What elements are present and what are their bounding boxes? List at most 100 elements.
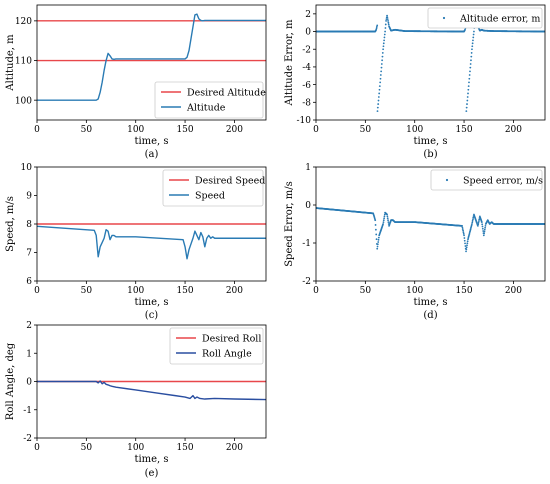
series-line-roll-angle <box>37 380 266 401</box>
plot-frame <box>315 4 546 121</box>
y-tick-label: -6 <box>302 81 311 91</box>
legend-entry-desired-roll: Desired Roll <box>202 334 261 345</box>
y-tick-label: 1 <box>305 163 311 173</box>
data-point <box>466 103 468 105</box>
legend: Desired Altitude Altitude <box>154 81 266 119</box>
data-point <box>381 59 384 62</box>
data-point <box>385 18 388 21</box>
chart-panel-3: 0 50 100 150 200 6 7 8 9 10 time, s Speed, m/s (c) De… <box>5 163 267 321</box>
x-axis-label: time, s <box>413 136 447 147</box>
data-point <box>463 234 465 237</box>
data-point <box>470 52 473 54</box>
data-point <box>470 55 473 58</box>
data-point <box>466 96 469 98</box>
data-point <box>471 219 474 222</box>
y-tick-label: -1 <box>23 406 32 416</box>
data-point <box>477 221 480 224</box>
data-point <box>375 238 378 241</box>
data-point <box>376 24 379 27</box>
legend-box <box>169 327 264 365</box>
data-point <box>374 224 377 226</box>
x-tick-label: 0 <box>34 125 40 135</box>
data-point <box>481 225 484 228</box>
data-point <box>378 85 381 87</box>
data-point <box>377 241 380 243</box>
x-tick-label: 100 <box>406 125 423 135</box>
data-point <box>377 103 380 105</box>
data-point <box>463 237 466 239</box>
series-line-altitude <box>37 13 266 101</box>
data-point <box>483 228 486 231</box>
y-axis-label: Speed, m/s <box>5 196 16 252</box>
legend-entry-desired-altitude: Desired Altitude <box>187 88 266 99</box>
legend-entry-desired-speed: Desired Speed <box>195 176 265 187</box>
data-point <box>462 229 464 232</box>
data-point <box>467 88 470 91</box>
x-tick-label: 100 <box>127 286 144 296</box>
plot-frame <box>315 166 546 282</box>
x-tick-label: 50 <box>81 443 93 453</box>
data-point <box>386 18 389 21</box>
data-point <box>381 55 384 58</box>
data-point <box>461 226 464 229</box>
y-tick-label: 8 <box>26 220 32 230</box>
chart-panel-5: 0 50 100 150 200 -2 -1 0 1 2 time, s Roll Angle, de… <box>5 321 267 479</box>
x-tick-label: 150 <box>176 443 193 453</box>
data-point <box>471 221 474 224</box>
x-tick-label: 0 <box>313 286 319 296</box>
y-tick-label: 7 <box>26 249 32 259</box>
legend-entry-speed-error-m-s: Speed error, m/s <box>463 176 543 187</box>
data-point <box>472 39 474 42</box>
data-point <box>377 96 380 98</box>
series-speed <box>37 225 266 260</box>
y-axis-label: Altitude, m <box>5 34 16 92</box>
data-point <box>382 48 385 51</box>
y-tick-label: 100 <box>15 96 32 106</box>
data-point <box>465 248 468 251</box>
data-point <box>469 66 472 69</box>
x-tick-label: 100 <box>127 125 144 135</box>
x-tick-label: 0 <box>34 443 40 453</box>
data-point <box>383 215 386 218</box>
legend-entry-roll-angle: Roll Angle <box>202 349 252 360</box>
data-point <box>471 223 473 225</box>
data-point <box>382 219 385 222</box>
data-point <box>377 99 380 102</box>
chart-panel-2: 0 50 100 150 200 -10 -8 -6 -4 -2 0 2 time, s Altitude… <box>284 4 546 160</box>
data-point <box>382 45 385 48</box>
y-tick-label: -2 <box>302 277 311 287</box>
x-tick-label: 150 <box>176 286 193 296</box>
x-tick-label: 200 <box>226 443 243 453</box>
data-point <box>375 28 378 31</box>
data-point <box>384 30 386 33</box>
x-tick-label: 50 <box>81 125 93 135</box>
x-tick-label: 200 <box>226 286 243 296</box>
data-point <box>387 219 389 222</box>
y-tick-label: 120 <box>15 17 32 27</box>
x-tick-label: 50 <box>360 286 372 296</box>
data-point <box>462 232 465 235</box>
series-roll-angle <box>37 380 266 401</box>
series-speed-error-m-s <box>316 207 545 253</box>
x-axis-label: time, s <box>134 297 168 308</box>
y-tick-label: 1 <box>26 349 32 359</box>
series-line-speed <box>37 225 266 260</box>
data-point <box>476 225 479 227</box>
data-point <box>381 52 384 54</box>
data-point <box>378 88 381 91</box>
data-point <box>376 245 379 248</box>
x-axis-label: time, s <box>134 454 168 465</box>
data-point <box>380 70 383 73</box>
plot-frame <box>36 4 267 121</box>
data-point <box>377 238 380 241</box>
legend-box <box>154 81 264 119</box>
data-point <box>387 23 390 26</box>
data-point <box>472 36 475 39</box>
y-axis-label: Speed Error, m/s <box>284 181 295 267</box>
data-point <box>464 245 467 247</box>
data-point <box>379 81 382 84</box>
data-point <box>376 110 379 113</box>
data-point <box>384 23 387 26</box>
data-point <box>481 227 484 230</box>
data-point <box>465 110 468 113</box>
